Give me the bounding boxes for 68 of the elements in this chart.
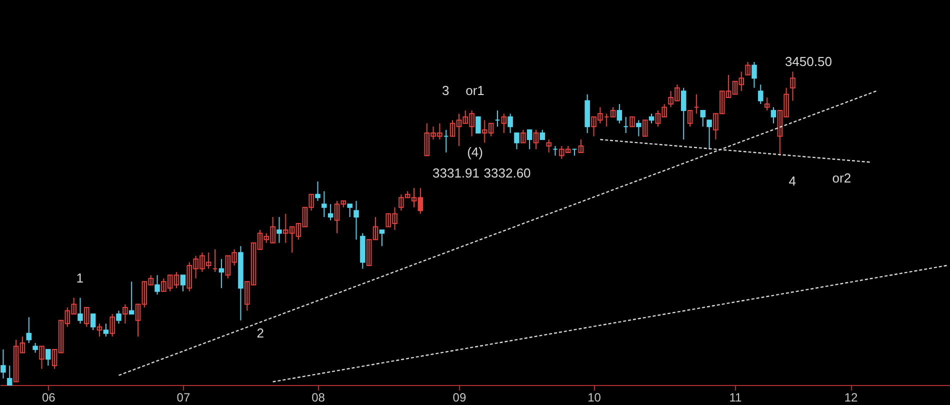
candlestick bbox=[648, 113, 654, 124]
candlestick bbox=[116, 310, 122, 324]
candlestick bbox=[128, 281, 134, 314]
annotation: 4 bbox=[788, 174, 796, 189]
x-tick-label: 08 bbox=[312, 390, 326, 404]
candlestick bbox=[328, 204, 334, 221]
candlestick bbox=[630, 116, 635, 128]
candlestick bbox=[700, 110, 706, 128]
x-tick-label: 10 bbox=[588, 390, 602, 404]
candlestick bbox=[39, 346, 44, 370]
candlestick bbox=[526, 129, 532, 150]
candlestick bbox=[706, 120, 712, 150]
candlestick bbox=[745, 62, 750, 76]
candlestick bbox=[218, 258, 224, 289]
annotation: 2 bbox=[256, 325, 264, 340]
candlestick bbox=[103, 323, 109, 338]
candlestick bbox=[764, 97, 770, 111]
annotation: or2 bbox=[832, 170, 852, 186]
candlestick bbox=[180, 274, 186, 292]
candlestick bbox=[354, 200, 359, 240]
candlestick bbox=[110, 313, 115, 338]
candlestick bbox=[790, 71, 796, 102]
candlestick bbox=[533, 129, 539, 150]
candlestick bbox=[508, 113, 513, 134]
candlestick bbox=[680, 87, 686, 140]
candlestick bbox=[84, 306, 90, 328]
candlestick bbox=[476, 116, 481, 134]
candlestick bbox=[32, 342, 38, 354]
candlestick bbox=[520, 129, 526, 144]
candlestick bbox=[687, 110, 693, 128]
candlestick bbox=[96, 323, 102, 338]
candlestick bbox=[78, 297, 83, 324]
annotation: 1 bbox=[76, 270, 84, 286]
candlestick bbox=[7, 365, 12, 386]
candlestick bbox=[636, 120, 642, 137]
candlestick bbox=[46, 348, 51, 366]
candlestick bbox=[315, 181, 320, 202]
candlestick bbox=[616, 103, 622, 124]
candlestick bbox=[379, 229, 385, 247]
candlestick bbox=[578, 139, 584, 153]
candlestick bbox=[540, 129, 546, 140]
candlestick bbox=[758, 84, 764, 104]
annotation: 3332.60 bbox=[484, 165, 531, 180]
candlestick bbox=[90, 313, 96, 331]
annotation: 3 bbox=[442, 83, 450, 98]
x-tick-label: 06 bbox=[42, 390, 56, 404]
candlestick bbox=[770, 106, 776, 124]
candlestick bbox=[0, 348, 6, 380]
candlestick bbox=[347, 204, 352, 218]
candlestick bbox=[122, 304, 128, 324]
candlestick bbox=[26, 316, 32, 344]
x-tick-label: 11 bbox=[729, 390, 742, 404]
candlestick bbox=[501, 113, 507, 134]
candlestick bbox=[322, 190, 327, 218]
annotation: or1 bbox=[466, 83, 484, 98]
x-tick-label: 12 bbox=[844, 390, 858, 404]
candlestick bbox=[154, 274, 160, 296]
candlestick bbox=[276, 216, 282, 244]
candlestick bbox=[752, 62, 757, 88]
annotation: 3331.91 bbox=[432, 165, 480, 180]
x-tick-label: 09 bbox=[452, 390, 466, 404]
candlestick bbox=[642, 120, 648, 137]
candlestick bbox=[514, 132, 520, 150]
annotation: (4) bbox=[467, 144, 483, 160]
x-tick-label: 07 bbox=[176, 390, 190, 404]
annotation: 3450.50 bbox=[784, 54, 832, 69]
candlestick bbox=[546, 139, 552, 153]
candlestick bbox=[610, 106, 616, 118]
